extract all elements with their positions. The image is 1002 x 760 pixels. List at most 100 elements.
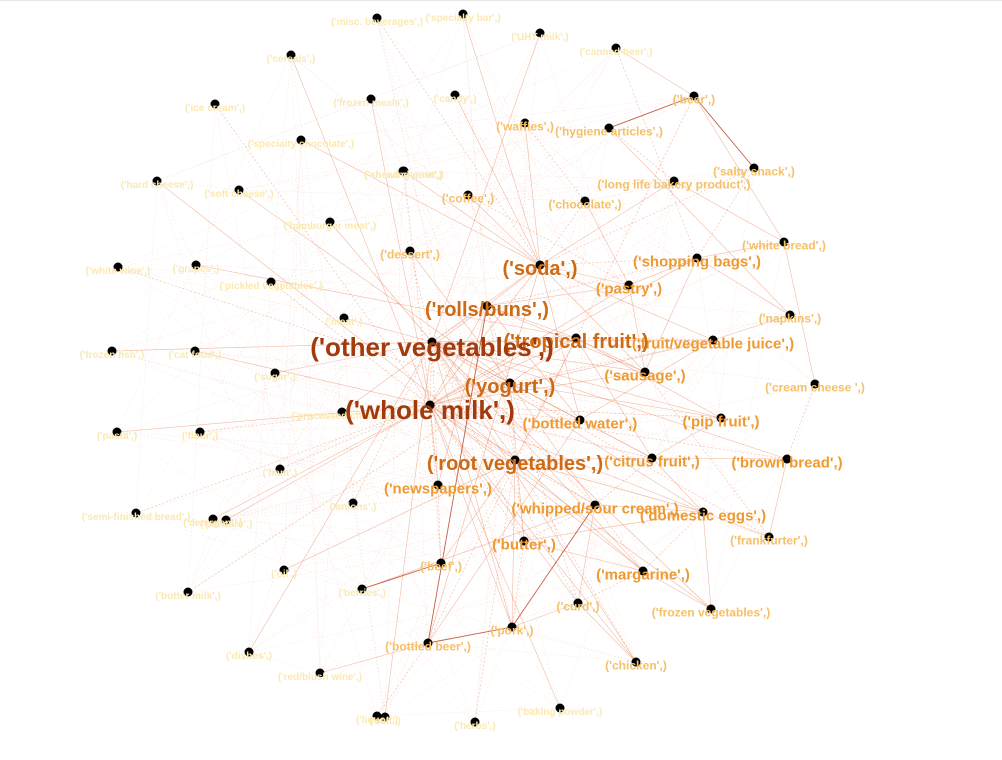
node-curd[interactable] bbox=[573, 598, 583, 608]
node-other_veg[interactable] bbox=[427, 337, 437, 347]
node-processed_cheese[interactable] bbox=[337, 407, 347, 417]
node-long_life[interactable] bbox=[669, 176, 679, 186]
node-cream_cheese[interactable] bbox=[810, 379, 820, 389]
node-pip[interactable] bbox=[716, 413, 726, 423]
node-newspapers[interactable] bbox=[433, 480, 443, 490]
node-oil[interactable] bbox=[279, 565, 289, 575]
edge-tropical-sausage bbox=[575, 337, 646, 373]
node-tropical[interactable] bbox=[571, 333, 581, 343]
edge-herbs-processed_cheese bbox=[341, 411, 476, 723]
node-misc1[interactable] bbox=[372, 13, 382, 23]
label-hamburger: ('hamburger meat',) bbox=[284, 221, 377, 232]
node-semi_finished[interactable] bbox=[131, 508, 141, 518]
node-frozen_veg[interactable] bbox=[706, 604, 716, 614]
node-shopping_bags[interactable] bbox=[692, 253, 702, 263]
edge-butter-flour bbox=[199, 431, 525, 542]
node-butter_milk[interactable] bbox=[183, 587, 193, 597]
node-chicken[interactable] bbox=[631, 657, 641, 667]
edge-newspapers-sugar bbox=[274, 372, 439, 486]
node-dessert[interactable] bbox=[405, 246, 415, 256]
node-salt[interactable] bbox=[380, 712, 390, 722]
node-brown_bread[interactable] bbox=[782, 454, 792, 464]
edge-baking-whole_milk bbox=[429, 404, 561, 709]
node-meat[interactable] bbox=[339, 313, 349, 323]
node-pork[interactable] bbox=[507, 622, 517, 632]
node-ham[interactable] bbox=[275, 464, 285, 474]
node-napkins[interactable] bbox=[785, 310, 795, 320]
node-rolls[interactable] bbox=[482, 301, 492, 311]
node-onions[interactable] bbox=[348, 498, 358, 508]
node-cereals[interactable] bbox=[286, 50, 296, 60]
node-liquor[interactable] bbox=[372, 711, 382, 721]
node-chewing[interactable] bbox=[398, 166, 408, 176]
strong-edge-rolls-bottled_beer bbox=[427, 305, 488, 644]
edge-whole_milk-root_veg bbox=[429, 404, 516, 461]
node-pastry[interactable] bbox=[624, 280, 634, 290]
node-whole_milk[interactable] bbox=[425, 400, 435, 410]
node-white_wine[interactable] bbox=[113, 262, 123, 272]
node-sausage[interactable] bbox=[640, 367, 650, 377]
node-coffee[interactable] bbox=[463, 190, 473, 200]
node-berries[interactable] bbox=[357, 584, 367, 594]
node-soda[interactable] bbox=[535, 260, 545, 270]
edge-white_wine-meat bbox=[117, 266, 345, 319]
node-dishes[interactable] bbox=[244, 647, 254, 657]
node-frozen_fish[interactable] bbox=[107, 346, 117, 356]
edge-pork-misc1 bbox=[376, 17, 513, 628]
node-detergent[interactable] bbox=[208, 514, 218, 524]
edge-frankfurter-candy bbox=[454, 94, 770, 538]
node-specialty_choc[interactable] bbox=[296, 135, 306, 145]
node-baking[interactable] bbox=[555, 703, 565, 713]
node-flour[interactable] bbox=[195, 427, 205, 437]
node-citrus[interactable] bbox=[647, 453, 657, 463]
node-sugar[interactable] bbox=[270, 368, 280, 378]
edge-ham-shopping_bags bbox=[279, 257, 698, 470]
node-beef[interactable] bbox=[436, 558, 446, 568]
node-frankfurter[interactable] bbox=[764, 532, 774, 542]
node-salty_snack[interactable] bbox=[749, 163, 759, 173]
node-ice_cream[interactable] bbox=[210, 99, 220, 109]
node-uht[interactable] bbox=[535, 28, 545, 38]
node-waffles[interactable] bbox=[520, 118, 530, 128]
node-candy[interactable] bbox=[450, 90, 460, 100]
edge-hygiene-coffee bbox=[467, 127, 610, 196]
node-canned_beer[interactable] bbox=[611, 43, 621, 53]
edge-yogurt-whipped bbox=[509, 382, 596, 506]
node-hygiene[interactable] bbox=[604, 123, 614, 133]
node-cat_food[interactable] bbox=[190, 346, 200, 356]
node-hamburger[interactable] bbox=[325, 217, 335, 227]
node-margarine[interactable] bbox=[638, 566, 648, 576]
edge-fruit_juice-bottled_water bbox=[579, 339, 714, 421]
node-herbs[interactable] bbox=[470, 717, 480, 727]
node-soft_cheese[interactable] bbox=[234, 185, 244, 195]
node-dom_eggs[interactable] bbox=[698, 507, 708, 517]
node-red_wine[interactable] bbox=[315, 668, 325, 678]
edge-waffles-chocolate bbox=[524, 122, 586, 202]
edge-butter-napkins2 bbox=[225, 519, 525, 542]
node-pasta[interactable] bbox=[112, 427, 122, 437]
node-bottled_water[interactable] bbox=[575, 415, 585, 425]
node-specialty_bar[interactable] bbox=[458, 9, 468, 19]
edge-whole_milk-other_veg bbox=[429, 341, 433, 406]
node-bottled_beer[interactable] bbox=[423, 638, 433, 648]
edge-whole_milk-uht bbox=[429, 32, 541, 406]
node-pickled[interactable] bbox=[266, 277, 276, 287]
node-frozen_meals[interactable] bbox=[366, 94, 376, 104]
node-beer[interactable] bbox=[689, 91, 699, 101]
label-sliced_cheese: ('sliced cheese',) bbox=[364, 170, 443, 181]
edge-specialty_bar-soda bbox=[462, 13, 541, 266]
edge-other_veg-beef bbox=[431, 341, 442, 564]
edge-sliced_cheese-whole_milk bbox=[403, 170, 431, 406]
node-butter[interactable] bbox=[519, 536, 529, 546]
node-grapes[interactable] bbox=[191, 260, 201, 270]
node-hard_cheese[interactable] bbox=[152, 176, 162, 186]
label-chicken: ('chicken',) bbox=[605, 659, 667, 673]
node-yogurt[interactable] bbox=[505, 378, 515, 388]
edge-semi_finished-beef bbox=[135, 512, 442, 564]
node-fruit_juice[interactable] bbox=[708, 335, 718, 345]
node-white_bread[interactable] bbox=[779, 237, 789, 247]
node-whipped[interactable] bbox=[590, 500, 600, 510]
node-napkins2[interactable] bbox=[221, 515, 231, 525]
node-chocolate[interactable] bbox=[580, 196, 590, 206]
node-root_veg[interactable] bbox=[510, 455, 520, 465]
